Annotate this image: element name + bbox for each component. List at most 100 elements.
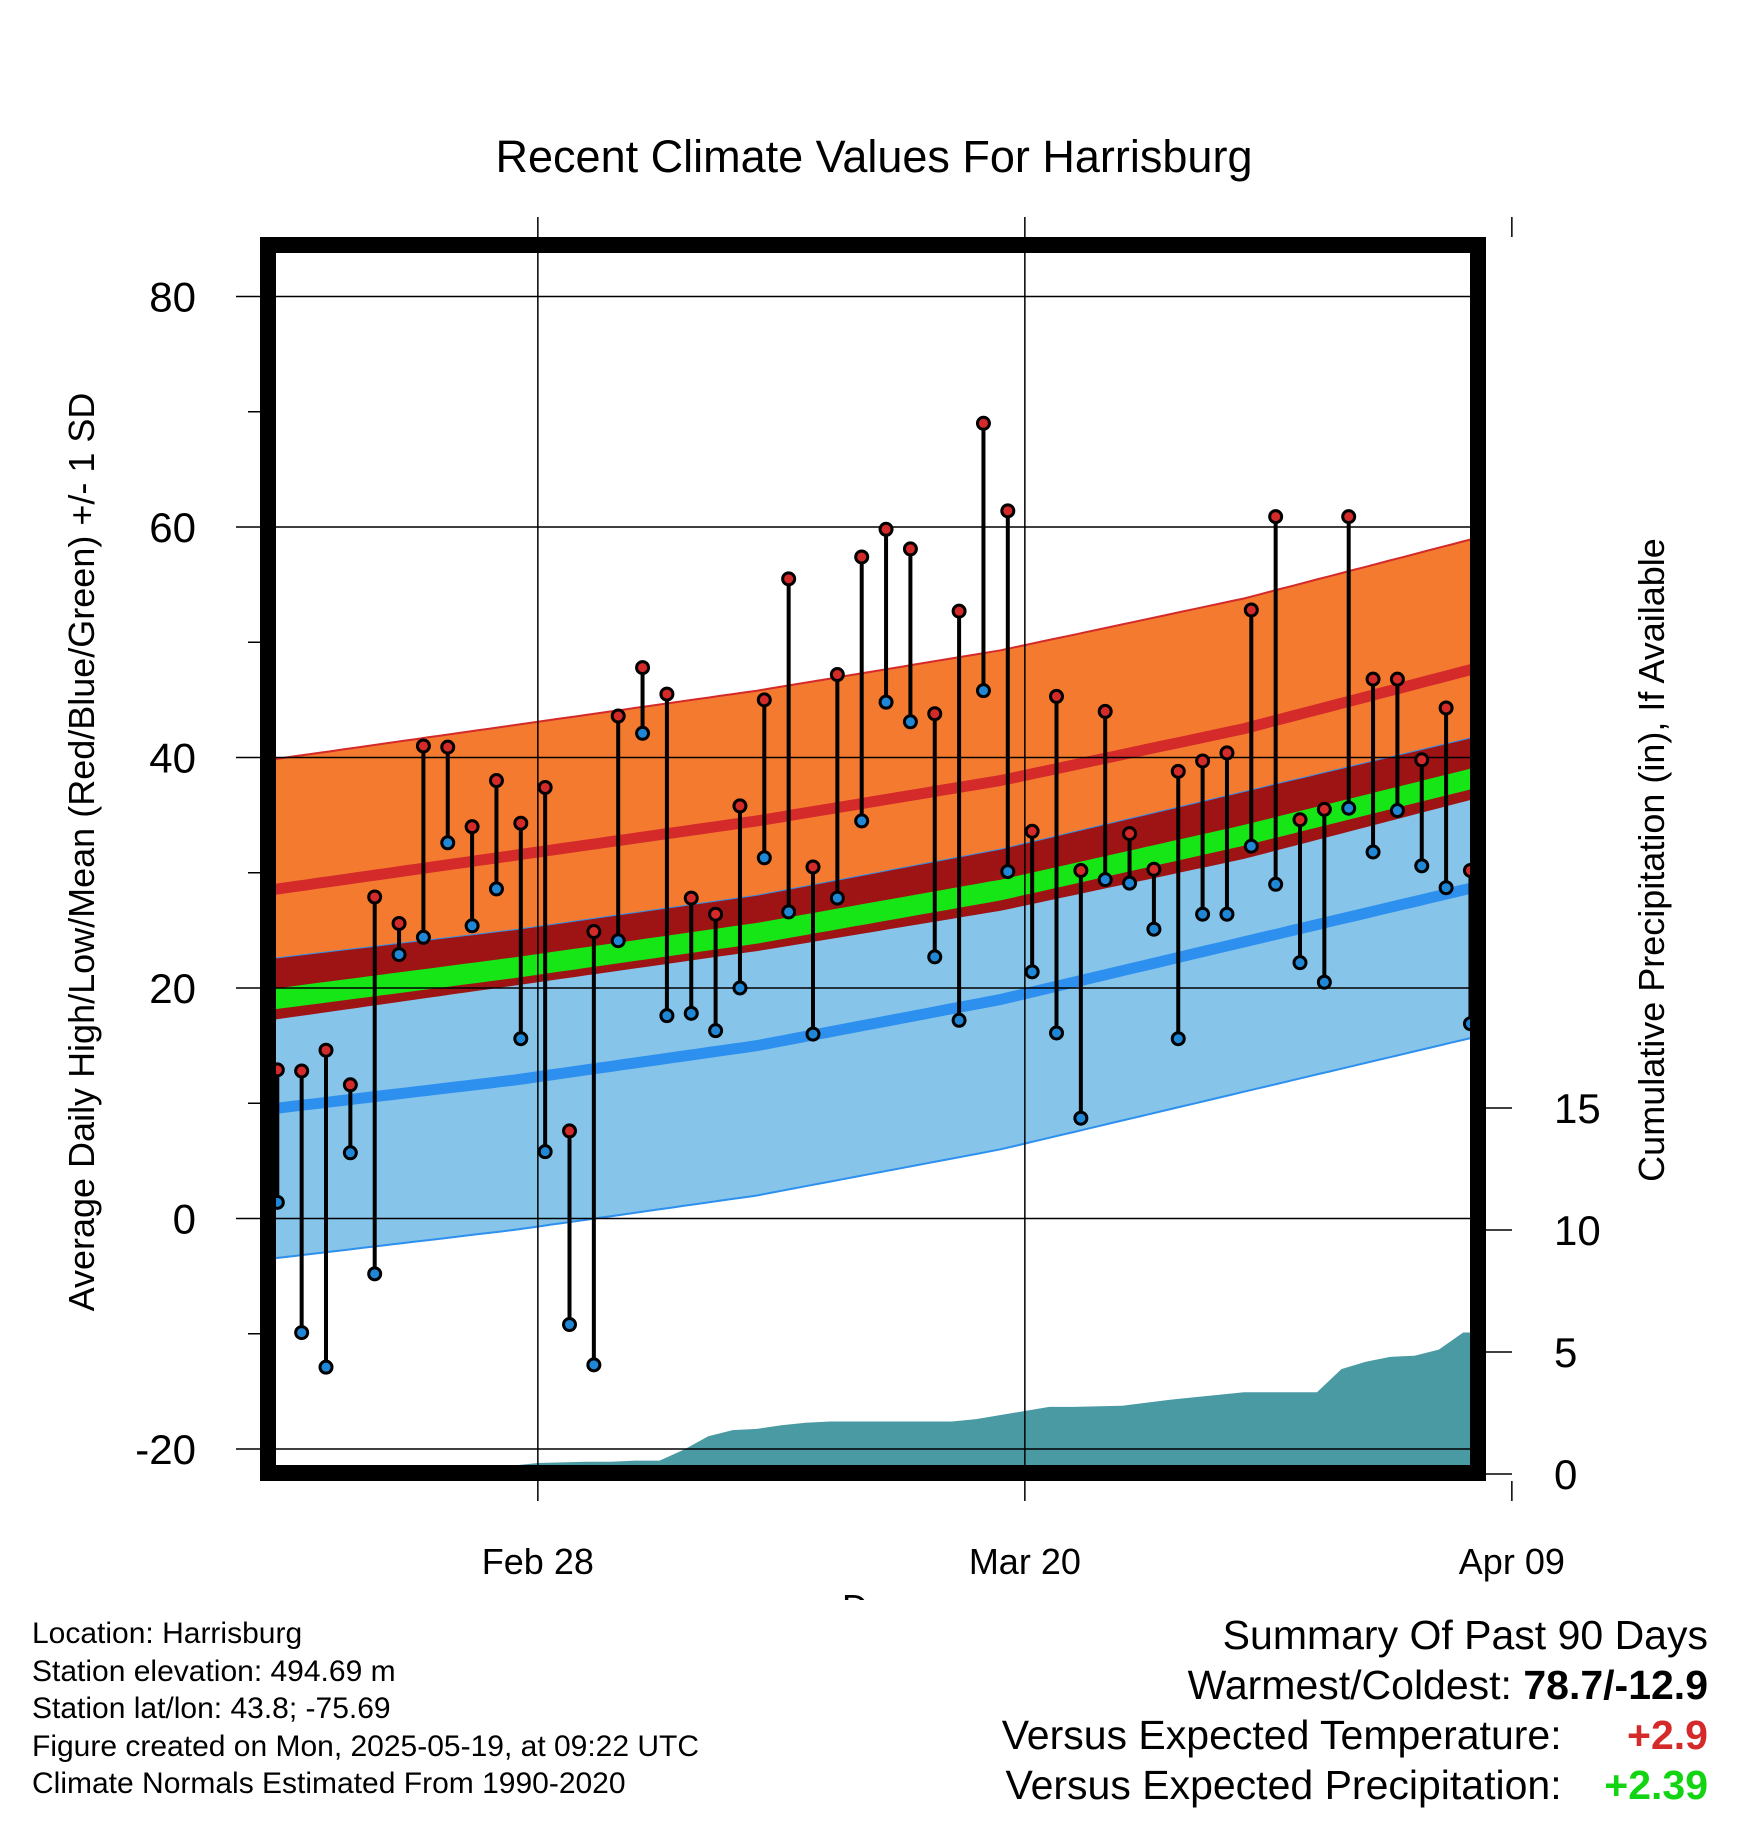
low-temp-point [805,1026,821,1042]
low-temp-point [586,1357,602,1373]
high-temp-point [1146,861,1162,877]
high-temp-point [975,415,991,431]
high-temp-point [294,1063,310,1079]
high-temp-point [1073,862,1089,878]
high-temp-point [464,819,480,835]
low-temp-point [659,1008,675,1024]
high-temp-point [708,906,724,922]
low-temp-point [732,980,748,996]
high-temp-point [488,773,504,789]
warmest-coldest-label: Warmest/Coldest: [1187,1662,1512,1708]
high-temp-point [683,890,699,906]
created-text: Figure created on Mon, 2025-05-19, at 09… [32,1729,700,1763]
high-temp-point [1000,503,1016,519]
low-temp-point [1586,851,1598,863]
high-temp-point [1097,703,1113,719]
high-temp-point [1316,801,1332,817]
high-temp-point [756,692,772,708]
y-axis-left-label: Average Daily High/Low/Mean (Red/Blue/Gr… [61,393,102,1312]
low-temp-point [513,1031,529,1047]
temperature-anomaly-label: Versus Expected Temperature: [1001,1712,1562,1758]
y-left-tick-label: 80 [149,274,196,321]
high-temp-point [659,686,675,702]
climate-chart: Recent Climate Values For Harrisburg 90D… [61,131,1744,1600]
high-temp-point [1292,812,1308,828]
high-temp-point [1389,671,1405,687]
high-temp-point [1341,509,1357,525]
precipitation-anomaly-label: Versus Expected Precipitation: [1005,1762,1562,1808]
y-right-tick-label: 0 [1554,1451,1577,1498]
high-temp-point [902,541,918,557]
y-left-tick-label: 60 [149,504,196,551]
temperature-anomaly-row: Versus Expected Temperature: +2.9 [1002,1710,1708,1760]
high-temp-point [1684,712,1696,724]
low-temp-point [902,714,918,730]
low-temp-point [1341,800,1357,816]
warmest-coldest-value: 78.7/-12.9 [1523,1662,1708,1708]
low-temp-point [342,1145,358,1161]
low-temp-point [1170,1031,1186,1047]
low-temp-point [878,694,894,710]
x-tick-label: Mar 20 [969,1541,1081,1582]
low-temp-point [1292,955,1308,971]
high-temp-point [367,889,383,905]
low-temp-point [1708,881,1720,893]
low-temp-point [1146,921,1162,937]
low-temp-point [829,890,845,906]
y-right-tick-label: 5 [1554,1329,1577,1376]
high-temp-point [1365,671,1381,687]
high-temp-point [1732,462,1744,474]
x-tick-label: Feb 28 [482,1541,594,1582]
plot-inner [268,245,1744,1473]
normals-text: Climate Normals Estimated From 1990-2020 [32,1767,626,1800]
high-temp-point [1562,697,1574,709]
high-temp-point [1195,753,1211,769]
elevation-text: Station elevation: 494.69 m [32,1654,396,1688]
high-temp-point [1243,602,1259,618]
low-temp-point [1389,803,1405,819]
low-temp-point [610,933,626,949]
y-left-tick-label: 20 [149,965,196,1012]
low-temp-point [318,1359,334,1375]
y-right-tick-label: 15 [1554,1085,1601,1132]
low-temp-point [975,683,991,699]
plot-frame [260,237,1486,1481]
low-temp-point [1268,876,1284,892]
low-temp-point [1562,832,1574,844]
high-temp-point [391,915,407,931]
low-temp-point [927,949,943,965]
high-temp-point [951,603,967,619]
precip-area [460,1332,1478,1473]
low-temp-point [391,947,407,963]
x-tick-label: Apr 09 [1459,1541,1565,1582]
high-temp-point [562,1123,578,1139]
warmest-coldest-row: Warmest/Coldest: 78.7/-12.9 [1002,1660,1708,1710]
high-temp-point [878,521,894,537]
high-temp-point [1122,826,1138,842]
low-temp-point [537,1144,553,1160]
low-temp-point [854,813,870,829]
high-temp-point [927,706,943,722]
high-temp-point [635,660,651,676]
low-temp-point [1000,864,1016,880]
chart-title: Recent Climate Values For Harrisburg [496,131,1253,182]
low-temp-point [1611,832,1623,844]
high-temp-point [537,779,553,795]
low-temp-point [1513,1047,1525,1059]
low-temp-point [562,1317,578,1333]
precipitation-anomaly-row: Versus Expected Precipitation: +2.39 [1002,1760,1709,1810]
y-left-tick-label: -20 [135,1426,196,1473]
low-temp-point [683,1005,699,1021]
high-temp-point [829,667,845,683]
low-temp-point [1219,906,1235,922]
high-temp-point [805,859,821,875]
low-temp-point [1024,964,1040,980]
high-temp-point [1438,700,1454,716]
high-temp-point [1170,763,1186,779]
low-temp-point [1122,875,1138,891]
low-temp-point [1073,1110,1089,1126]
station-info: Location: Harrisburg Station elevation: … [32,1615,699,1803]
low-temp-point [488,881,504,897]
x-axis-label: Day [842,1587,906,1600]
